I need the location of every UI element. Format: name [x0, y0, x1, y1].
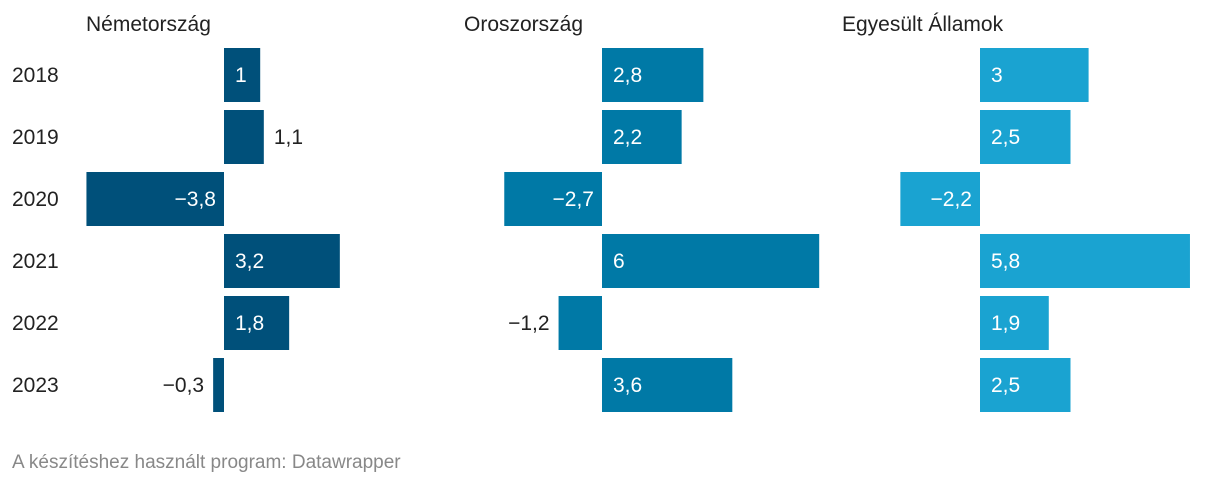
- panel-title-1: Németország: [86, 13, 211, 36]
- bar-label-1-2021: 3,2: [235, 250, 264, 273]
- bar-label-3-2023: 2,5: [991, 374, 1020, 397]
- year-label-2023: 2023: [12, 374, 59, 397]
- bar-2-2018: [602, 48, 704, 102]
- panel-title-3: Egyesült Államok: [842, 13, 1004, 36]
- bar-label-1-2023: −0,3: [163, 374, 204, 397]
- bar-label-3-2018: 3: [991, 64, 1003, 87]
- bar-3-2019: [980, 110, 1071, 164]
- panel-title-2: Oroszország: [464, 13, 583, 36]
- footer-credit: A készítéshez használt program: Datawrap…: [12, 452, 401, 473]
- bar-2-2019: [602, 110, 682, 164]
- bar-label-3-2019: 2,5: [991, 126, 1020, 149]
- year-label-2020: 2020: [12, 188, 59, 211]
- bar-label-2-2023: 3,6: [613, 374, 642, 397]
- bar-label-2-2019: 2,2: [613, 126, 642, 149]
- year-label-2022: 2022: [12, 312, 59, 335]
- bar-1-2020: [86, 172, 224, 226]
- bar-label-3-2021: 5,8: [991, 250, 1020, 273]
- bar-label-3-2020: −2,2: [931, 188, 972, 211]
- bar-label-2-2022: −1,2: [508, 312, 549, 335]
- bar-label-1-2019: 1,1: [274, 126, 303, 149]
- bar-label-2-2018: 2,8: [613, 64, 642, 87]
- bar-3-2023: [980, 358, 1071, 412]
- bar-3-2022: [980, 296, 1049, 350]
- bar-3-2018: [980, 48, 1089, 102]
- bar-label-2-2020: −2,7: [553, 188, 594, 211]
- bar-2-2021: [602, 234, 820, 288]
- year-label-2018: 2018: [12, 64, 59, 87]
- chart: 2018 2019 2020 2021 2022 2023 Németország 1 1,1 −…: [12, 13, 1190, 412]
- panel-3: Egyesült Államok 3 2,5 −2,2 5,8 1,9 2,5: [842, 13, 1190, 412]
- bar-1-2022: [224, 296, 290, 350]
- bar-label-3-2022: 1,9: [991, 312, 1020, 335]
- bar-1-2018: [224, 48, 261, 102]
- bar-1-2021: [224, 234, 340, 288]
- year-label-2021: 2021: [12, 250, 59, 273]
- bar-1-2023: [213, 358, 224, 412]
- bar-2-2022: [558, 296, 602, 350]
- year-label-2019: 2019: [12, 126, 59, 149]
- bar-label-1-2020: −3,8: [175, 188, 216, 211]
- bar-2-2020: [504, 172, 602, 226]
- bar-3-2020: [900, 172, 980, 226]
- bar-label-1-2022: 1,8: [235, 312, 264, 335]
- panel-1: Németország 1 1,1 −3,8 3,2 1,8 −0,3: [86, 13, 340, 412]
- panel-2: Oroszország 2,8 2,2 −2,7 6 −1,2 3,6: [464, 13, 820, 412]
- bar-3-2021: [980, 234, 1190, 288]
- bar-2-2023: [602, 358, 733, 412]
- bar-label-1-2018: 1: [235, 64, 247, 87]
- bar-label-2-2021: 6: [613, 250, 625, 273]
- bar-1-2019: [224, 110, 264, 164]
